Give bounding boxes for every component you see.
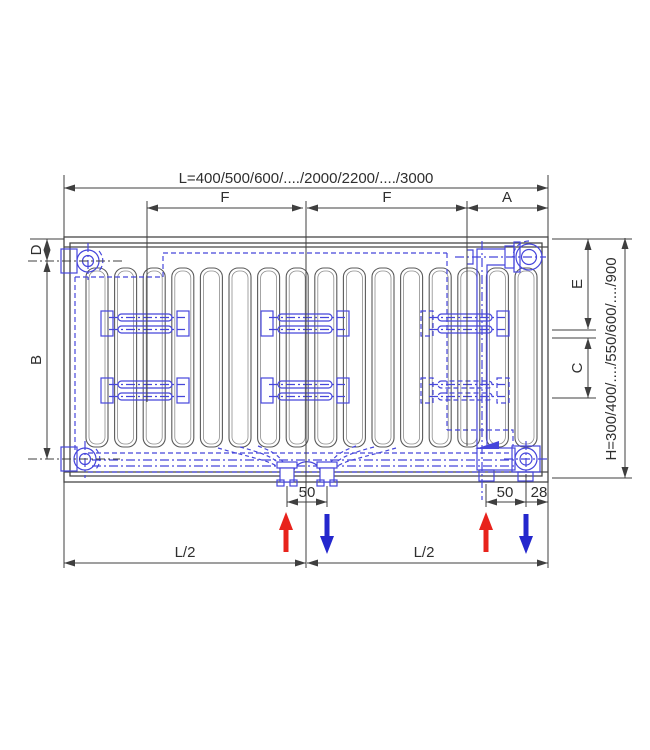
flow-arrows <box>279 512 533 554</box>
dim-e-label: E <box>569 279 586 289</box>
wall-brackets <box>100 310 510 404</box>
dim-c-label: C <box>569 362 586 373</box>
radiator-fins <box>85 267 538 448</box>
radiator-internals <box>60 240 549 500</box>
wall-bracket <box>260 310 350 337</box>
supply-arrow-center <box>279 512 293 552</box>
center-bottom-connections <box>217 445 397 487</box>
wall-bracket <box>100 310 190 337</box>
supply-arrow-right <box>479 512 493 552</box>
dim-50-center-label: 50 <box>299 484 316 501</box>
supply-nipple <box>276 461 298 487</box>
wall-bracket <box>260 377 350 404</box>
dim-length-label: L=400/500/600/..../2000/2200/..../3000 <box>179 170 434 187</box>
dim-half-length-right-label: L/2 <box>414 544 435 561</box>
wall-bracket <box>420 310 510 337</box>
dim-28-label: 28 <box>531 484 548 501</box>
dimension-lines <box>28 175 632 568</box>
dim-a-label: A <box>502 189 512 206</box>
wall-bracket <box>100 377 190 404</box>
dim-b-label: B <box>28 355 45 365</box>
dim-f-left-label: F <box>220 189 229 206</box>
thermostatic-valve <box>455 240 546 500</box>
dim-50-right-label: 50 <box>497 484 514 501</box>
dim-f-right-label: F <box>382 189 391 206</box>
return-arrow-right <box>519 514 533 554</box>
dim-d-label: D <box>28 244 45 255</box>
dim-half-length-left-label: L/2 <box>175 544 196 561</box>
return-arrow-center <box>320 514 334 554</box>
return-nipple <box>316 461 338 487</box>
dim-height-label: H=300/400/..../550/600/..../900 <box>603 257 620 460</box>
